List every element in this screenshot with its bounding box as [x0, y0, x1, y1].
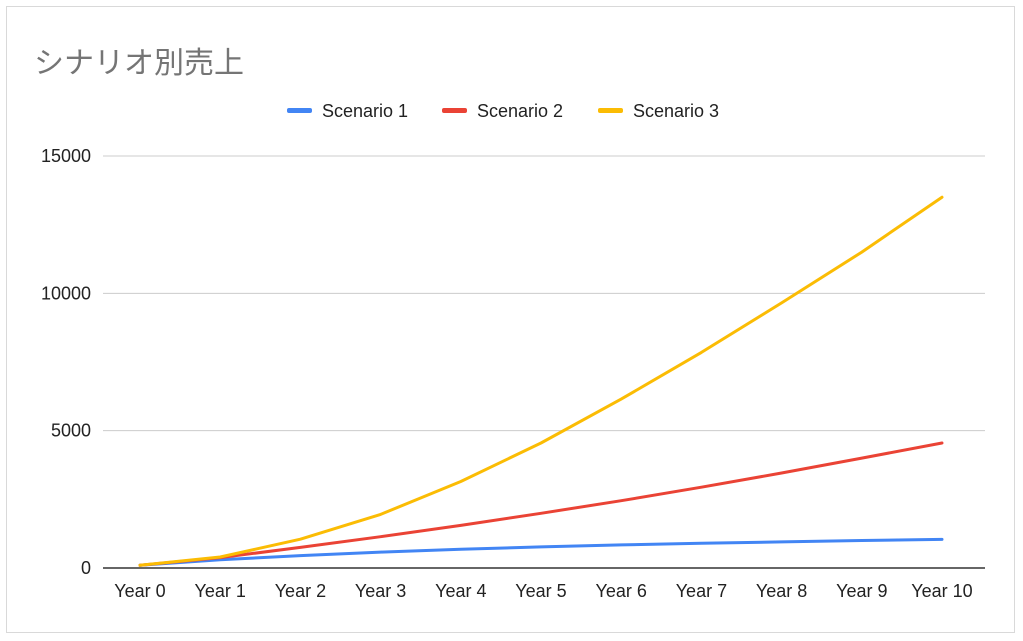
chart-frame — [6, 6, 1015, 633]
legend-swatch-3 — [598, 108, 623, 113]
legend-swatch-2 — [442, 108, 467, 113]
legend-label-1: Scenario 1 — [322, 101, 408, 121]
grid-lines — [103, 155, 985, 569]
x-tick-label: Year 10 — [911, 581, 972, 601]
x-tick-label: Year 8 — [756, 581, 807, 601]
series-line-2 — [138, 441, 944, 567]
x-tick-label: Year 1 — [195, 581, 246, 601]
x-tick-label: Year 7 — [676, 581, 727, 601]
y-tick-label: 15000 — [41, 146, 91, 166]
y-tick-label: 5000 — [51, 421, 91, 441]
y-tick-label: 10000 — [41, 283, 91, 303]
series-line-3 — [138, 195, 944, 567]
legend-swatch-1 — [287, 108, 312, 113]
chart-title: シナリオ別売上 — [34, 46, 244, 81]
series-line-1 — [138, 537, 944, 567]
series-lines — [138, 195, 944, 567]
axis-labels: 0 5000 10000 15000 Year 0 Year 1 Year 2 Year 3 Y… — [41, 146, 973, 601]
x-tick-label: Year 2 — [275, 581, 326, 601]
x-tick-label: Year 5 — [515, 581, 566, 601]
x-tick-label: Year 3 — [355, 581, 406, 601]
legend: Scenario 1 Scenario 2 Scenario 3 — [287, 101, 719, 121]
x-tick-label: Year 0 — [114, 581, 165, 601]
y-tick-label: 0 — [81, 558, 91, 578]
x-tick-label: Year 4 — [435, 581, 486, 601]
x-tick-label: Year 6 — [596, 581, 647, 601]
legend-label-3: Scenario 3 — [633, 101, 719, 121]
x-tick-label: Year 9 — [836, 581, 887, 601]
legend-label-2: Scenario 2 — [477, 101, 563, 121]
